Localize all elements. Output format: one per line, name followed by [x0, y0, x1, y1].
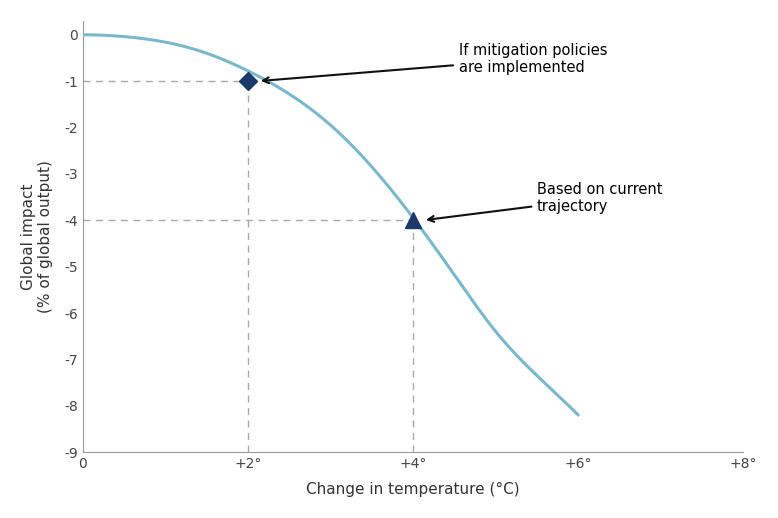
Text: Based on current
trajectory: Based on current trajectory: [428, 182, 663, 222]
Y-axis label: Global impact
(% of global output): Global impact (% of global output): [21, 160, 53, 313]
X-axis label: Change in temperature (°C): Change in temperature (°C): [307, 482, 520, 497]
Text: If mitigation policies
are implemented: If mitigation policies are implemented: [263, 42, 607, 83]
